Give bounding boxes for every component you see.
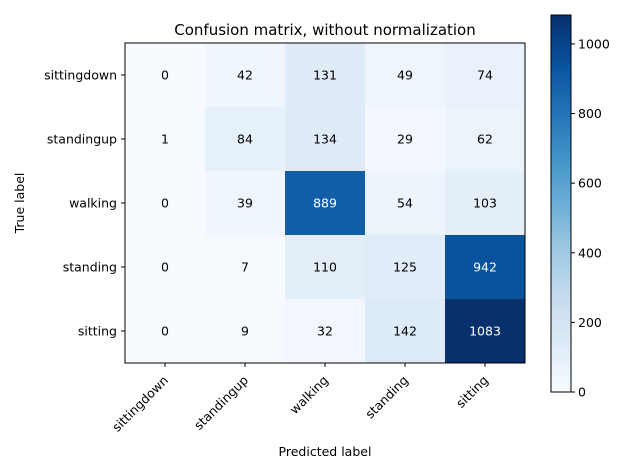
heatmap-cell [445,107,526,172]
cell-value-label: 1083 [469,324,501,339]
heatmap-cell [205,299,286,364]
cell-value-label: 49 [397,68,413,83]
colorbar-tick-label: 600 [578,176,602,191]
colorbar [550,14,572,393]
x-tick-label: standingup [191,372,251,432]
y-axis-label: True label [12,173,27,235]
cell-value-label: 62 [477,132,493,147]
cell-value-label: 125 [393,260,417,275]
cell-value-label: 39 [237,196,253,211]
cell-value-label: 134 [313,132,337,147]
cell-value-label: 103 [473,196,497,211]
cell-value-label: 0 [161,260,169,275]
heatmap-cell [365,43,446,108]
y-tick-label: sittingdown [44,68,117,83]
cell-value-label: 7 [241,260,249,275]
heatmap-cell [285,299,366,364]
cell-value-label: 84 [237,132,253,147]
heatmap-cell [365,107,446,172]
x-tick-label: walking [287,373,332,418]
cell-value-label: 74 [477,68,493,83]
cell-value-label: 131 [313,68,337,83]
cell-value-label: 942 [473,260,497,275]
colorbar-tick-label: 1000 [578,36,610,51]
heatmap-cell [365,235,446,300]
y-tick-label: standing [63,260,117,275]
heatmap-cell [285,235,366,300]
heatmap-cell [205,107,286,172]
y-tick-label: walking [69,196,117,211]
heatmap-cell [285,171,366,236]
heatmap-cell [365,299,446,364]
heatmap-cell [445,171,526,236]
heatmap-cell [125,299,206,364]
cell-value-label: 889 [313,196,337,211]
colorbar-tick-label: 0 [578,385,586,400]
heatmap-cell-labels: 0 42 131 49 74 1 84 134 29 62 0 39 889 54 103 0 7 110 125 9… [161,68,501,339]
cell-value-label: 42 [237,68,253,83]
heatmap-cell [125,43,206,108]
colorbar-tick-label: 400 [578,245,602,260]
heatmap-cell [205,171,286,236]
heatmap-cell [205,235,286,300]
x-axis-label: Predicted label [279,444,372,459]
heatmap-cell [205,43,286,108]
cell-value-label: 1 [161,132,169,147]
y-tick-label: sitting [78,324,117,339]
cell-value-label: 29 [397,132,413,147]
cell-value-label: 0 [161,324,169,339]
chart-title: Confusion matrix, without normalization [174,21,476,39]
colorbar-ticks: 0 200 400 600 800 1000 [571,36,610,400]
heatmap-cell [125,107,206,172]
heatmap-cell [285,43,366,108]
heatmap-cell [445,299,526,364]
x-axis-ticks: sittingdown standingup walking standing sitt… [109,363,491,435]
colorbar-tick-label: 800 [578,106,602,121]
heatmap-cell [125,235,206,300]
cell-value-label: 142 [393,324,417,339]
cell-value-label: 32 [317,324,333,339]
x-tick-label: sittingdown [109,373,171,435]
colorbar-tick-label: 200 [578,315,602,330]
heatmap-cell [445,43,526,108]
cell-value-label: 0 [161,196,169,211]
heatmap-cell [285,107,366,172]
heatmap-cell [365,171,446,236]
heatmap-cell [125,171,206,236]
y-axis-ticks: sittingdown standingup walking standing sitt… [44,68,125,339]
cell-value-label: 0 [161,68,169,83]
heatmap-cell [445,235,526,300]
x-tick-label: standing [362,373,411,422]
heatmap-cells [125,43,526,364]
x-tick-label: sitting [453,373,491,411]
cell-value-label: 9 [241,324,249,339]
cell-value-label: 54 [397,196,413,211]
y-tick-label: standingup [47,132,117,147]
cell-value-label: 110 [313,260,337,275]
